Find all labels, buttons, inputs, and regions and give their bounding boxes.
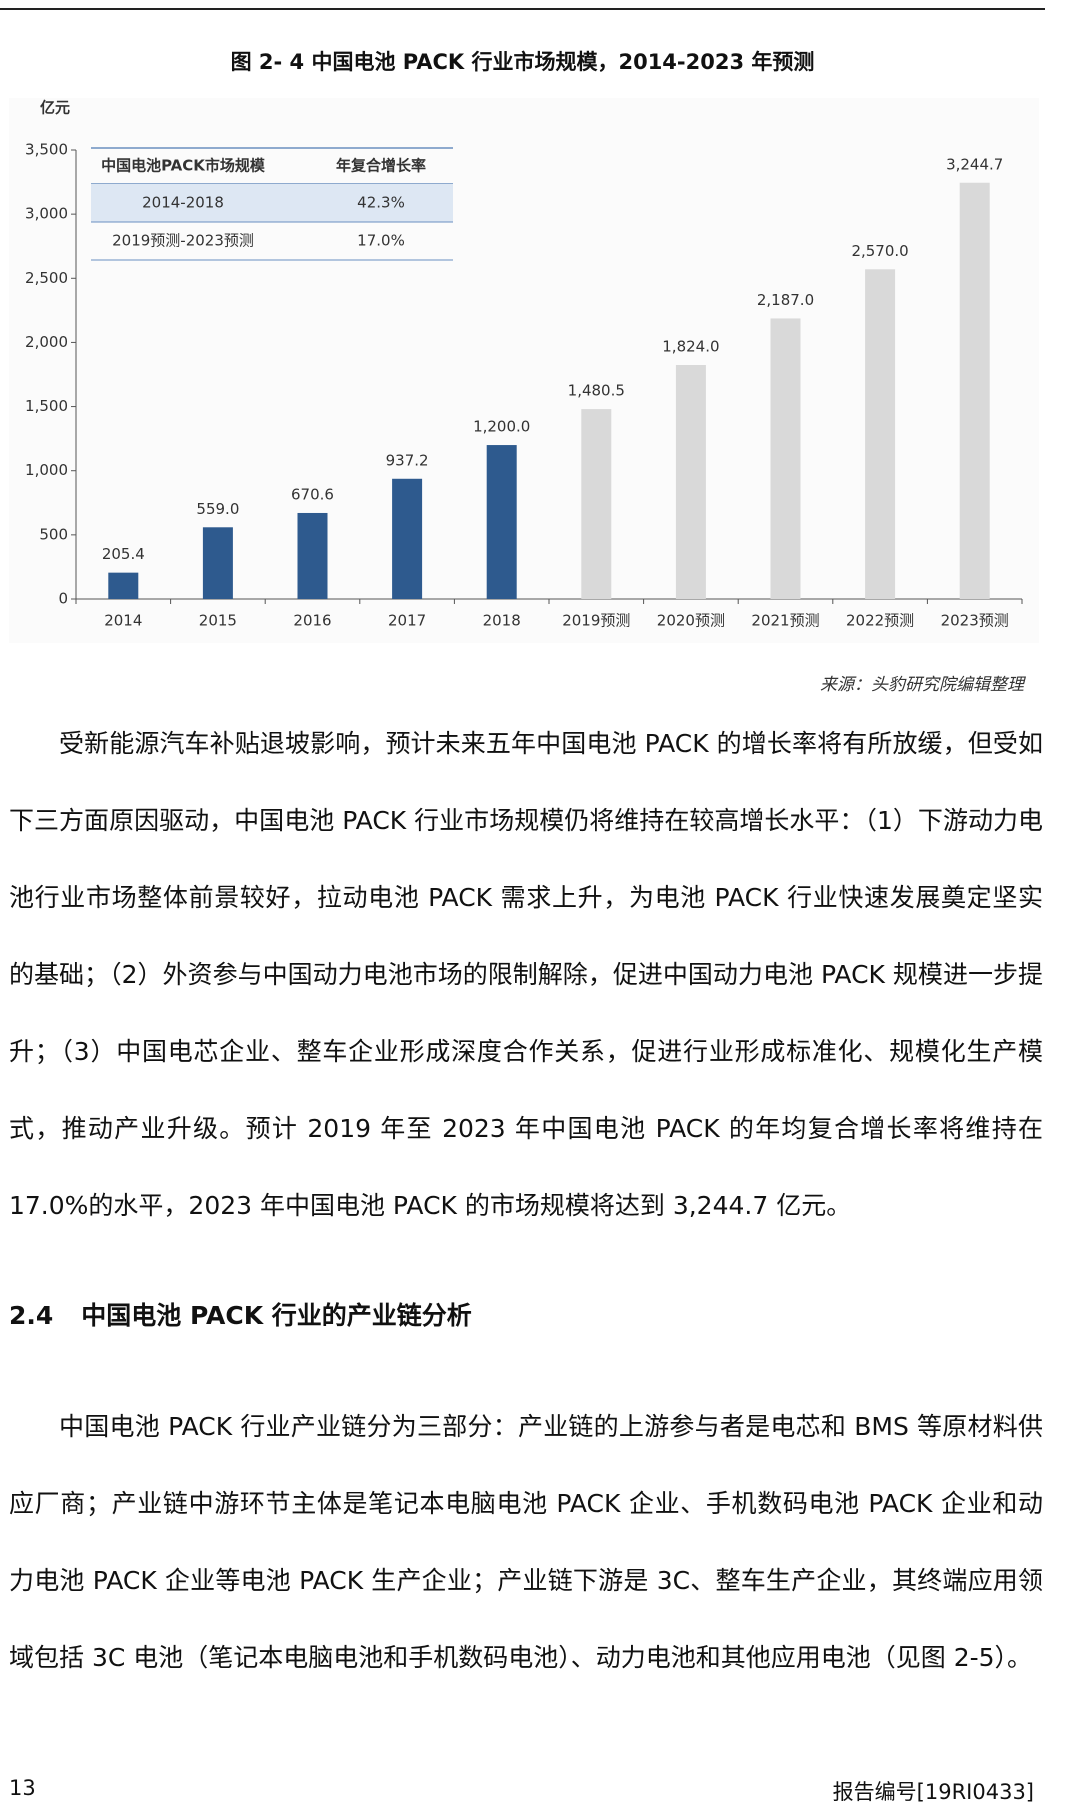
- y-tick-label: 2,000: [25, 333, 68, 351]
- table-cell: 2019预测-2023预测: [112, 232, 254, 250]
- value-label: 3,244.7: [946, 155, 1003, 173]
- y-tick-label: 1,000: [25, 461, 68, 479]
- x-tick-label: 2020预测: [657, 612, 725, 630]
- report-id: 报告编号[19RI0433]: [832, 1780, 1034, 1804]
- y-tick-label: 3,000: [25, 205, 68, 223]
- x-tick-label: 2018: [483, 612, 521, 630]
- bar: [865, 269, 896, 599]
- value-label: 205.4: [102, 545, 145, 563]
- x-tick-label: 2015: [199, 612, 237, 630]
- table-cell: 2014-2018: [142, 194, 224, 212]
- y-tick-label: 3,500: [25, 141, 68, 159]
- paragraph: 受新能源汽车补贴退坡影响，预计未来五年中国电池 PACK 的增长率将有所放缓，但…: [9, 729, 1043, 1220]
- bar: [675, 365, 706, 599]
- x-tick-label: 2023预测: [941, 612, 1009, 630]
- figure-title: 图 2- 4 中国电池 PACK 行业市场规模，2014-2023 年预测: [230, 50, 815, 74]
- chart: 亿元 0 500 1,000 1,500 2,000 2,500 3,000 3,500 201…: [9, 98, 1039, 643]
- y-axis-label: 亿元: [40, 99, 70, 117]
- page-number: 13: [9, 1776, 36, 1800]
- paragraph: 中国电池 PACK 行业产业链分为三部分：产业链的上游参与者是电芯和 BMS 等…: [9, 1412, 1043, 1672]
- value-label: 1,200.0: [473, 418, 530, 436]
- table-row-bg: [91, 184, 453, 222]
- bar: [959, 182, 990, 599]
- section-heading: 2.4 中国电池 PACK 行业的产业链分析: [9, 1296, 500, 1332]
- bar: [486, 445, 517, 599]
- y-tick-label: 1,500: [25, 397, 68, 415]
- section-title: 中国电池 PACK 行业的产业链分析: [81, 1301, 472, 1330]
- bar: [392, 478, 423, 599]
- value-label: 937.2: [386, 451, 429, 469]
- section-number: 2.4: [9, 1301, 54, 1330]
- x-tick-label: 2017: [388, 612, 426, 630]
- x-tick-label: 2014: [104, 612, 142, 630]
- source: 来源：头豹研究院编辑整理: [820, 675, 1024, 695]
- value-label: 2,187.0: [757, 291, 814, 309]
- x-tick-label: 2022预测: [846, 612, 914, 630]
- x-tick-label: 2021预测: [751, 612, 819, 630]
- value-label: 670.6: [291, 485, 334, 503]
- bar: [581, 409, 612, 599]
- table-cell: 17.0%: [357, 232, 405, 250]
- bar: [297, 512, 328, 599]
- table-header: 中国电池PACK市场规模: [101, 157, 266, 175]
- x-tick-label: 2016: [293, 612, 331, 630]
- value-label: 1,824.0: [662, 338, 719, 356]
- bar: [202, 527, 233, 599]
- bar: [770, 318, 801, 599]
- value-label: 1,480.5: [568, 382, 625, 400]
- table-cell: 42.3%: [357, 194, 405, 212]
- top-rule: [0, 8, 1045, 10]
- x-tick-label: 2019预测: [562, 612, 630, 630]
- table-header: 年复合增长率: [336, 157, 426, 175]
- y-tick-label: 500: [39, 525, 68, 543]
- value-label: 559.0: [196, 500, 239, 518]
- value-label: 2,570.0: [851, 242, 908, 260]
- bar: [108, 572, 139, 599]
- y-tick-label: 2,500: [25, 269, 68, 287]
- y-tick-label: 0: [58, 590, 68, 608]
